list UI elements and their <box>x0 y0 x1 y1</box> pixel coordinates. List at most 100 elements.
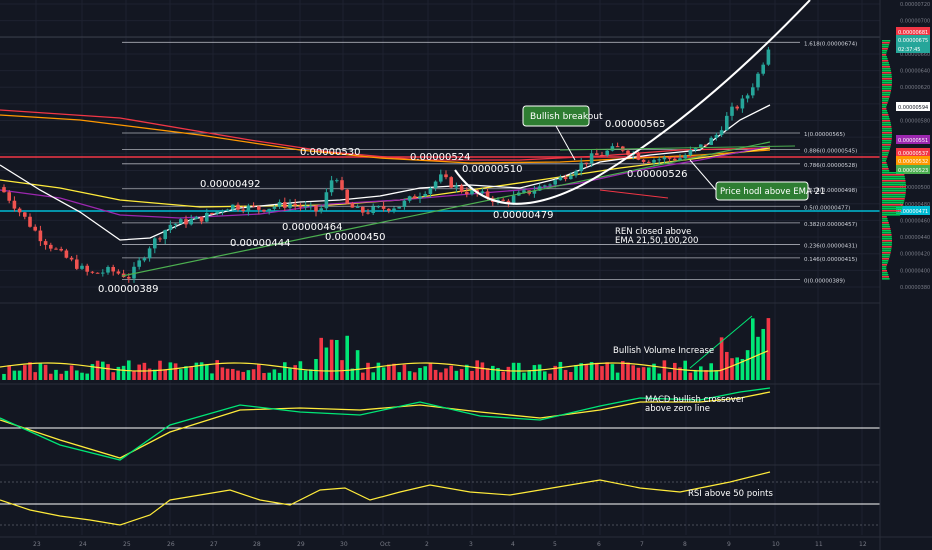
candle-body <box>730 106 734 116</box>
price-tick: 0.00000420 <box>900 252 930 258</box>
price-badge <box>896 27 930 36</box>
volume-bar <box>537 364 542 380</box>
candle-body <box>683 155 687 159</box>
volume-bar <box>584 364 589 380</box>
volume-bar <box>600 366 604 380</box>
note-ema: EMA 21,50,100,200 <box>615 236 698 246</box>
time-tick: 12 <box>859 541 867 548</box>
volume-profile-bar <box>882 102 888 104</box>
candle-body <box>158 238 162 240</box>
price-annotation: 0.00000464 <box>282 222 342 233</box>
volume-bar <box>735 357 739 380</box>
volume-bar <box>459 369 464 380</box>
volume-profile-bar <box>882 56 887 58</box>
volume-bar <box>548 373 552 380</box>
volume-profile-bar <box>882 76 892 78</box>
candle-body <box>397 206 401 209</box>
candle-body <box>43 241 48 245</box>
macd-line <box>0 387 771 461</box>
volume-bar <box>106 364 110 380</box>
volume-profile-bar <box>882 210 902 212</box>
volume-bar <box>324 347 329 380</box>
volume-ma-line <box>0 350 769 372</box>
candle-body <box>205 212 209 222</box>
candle-body <box>704 144 708 146</box>
volume-bar <box>194 362 199 380</box>
candle-body <box>751 87 755 96</box>
volume-bar <box>132 370 136 380</box>
volume-bar <box>231 368 235 380</box>
volume-profile-bar <box>882 116 890 118</box>
volume-bar <box>641 367 646 380</box>
volume-profile-bar <box>882 50 888 52</box>
candle-body <box>85 265 89 272</box>
volume-profile-bar <box>882 66 891 68</box>
volume-bar <box>381 367 386 380</box>
price-badge-label: 0.00000594 <box>898 105 928 111</box>
volume-bar <box>444 368 448 380</box>
time-tick: 8 <box>683 541 687 548</box>
volume-bar <box>652 363 656 380</box>
candle-body <box>532 190 537 194</box>
volume-bar <box>293 365 297 380</box>
candle-body <box>163 230 167 240</box>
volume-bar <box>589 362 594 380</box>
volume-profile-bar <box>882 104 887 106</box>
volume-profile-bar <box>882 218 888 220</box>
candle-body <box>38 230 43 242</box>
volume-bar <box>173 363 178 380</box>
parabolic-curve <box>454 0 811 205</box>
volume-profile-bar <box>882 126 892 128</box>
volume-profile-bar <box>882 220 889 222</box>
candle-body <box>319 208 323 212</box>
volume-profile-bar <box>882 62 889 64</box>
price-tick: 0.00000620 <box>900 85 930 91</box>
volume-profile-bar <box>882 58 888 60</box>
volume-profile-bar <box>882 208 902 210</box>
candle-body <box>626 150 630 155</box>
volume-bar <box>303 370 308 380</box>
volume-bar <box>163 369 167 380</box>
volume-profile-bar <box>882 180 906 182</box>
volume-bar <box>272 369 277 380</box>
candle-body <box>543 185 547 187</box>
volume-profile-bar <box>882 270 888 272</box>
volume-bar <box>522 372 526 380</box>
volume-bar <box>392 363 396 380</box>
volume-profile-bar <box>882 110 888 112</box>
volume-profile-bar <box>882 52 887 54</box>
volume-bar <box>475 360 479 380</box>
volume-profile-bar <box>882 240 892 242</box>
volume-pane: Bullish Volume Increase20M11.827M1.484M <box>0 315 930 380</box>
volume-profile-bar <box>882 268 887 270</box>
price-badge-label: 0.00000537 <box>898 151 928 157</box>
volume-profile-bar <box>882 192 906 194</box>
candle-body <box>657 159 661 161</box>
candle-body <box>173 223 178 225</box>
candle-body <box>569 175 573 180</box>
candle-body <box>345 189 349 204</box>
candle-body <box>641 159 646 162</box>
volume-bar <box>610 364 615 380</box>
candle-body <box>563 177 568 180</box>
volume-profile-bar <box>882 212 901 214</box>
time-tick: 7 <box>640 541 644 548</box>
volume-profile-bar <box>882 96 890 98</box>
volume-profile-bar <box>882 60 889 62</box>
volume-bar <box>121 365 126 380</box>
volume-profile-bar <box>882 262 888 264</box>
volume-bar <box>647 367 651 380</box>
volume-profile-bar <box>882 132 892 134</box>
volume-profile-bar <box>882 94 891 96</box>
time-tick: 2 <box>425 541 429 548</box>
volume-bar <box>277 372 282 380</box>
candle-body <box>267 208 271 212</box>
volume-bar <box>345 335 349 380</box>
volume-bar <box>480 362 485 380</box>
volume-bar <box>605 362 609 380</box>
volume-profile-bar <box>882 156 888 158</box>
volume-bar <box>569 372 573 380</box>
volume-bar <box>75 370 79 380</box>
candle-body <box>719 130 724 135</box>
